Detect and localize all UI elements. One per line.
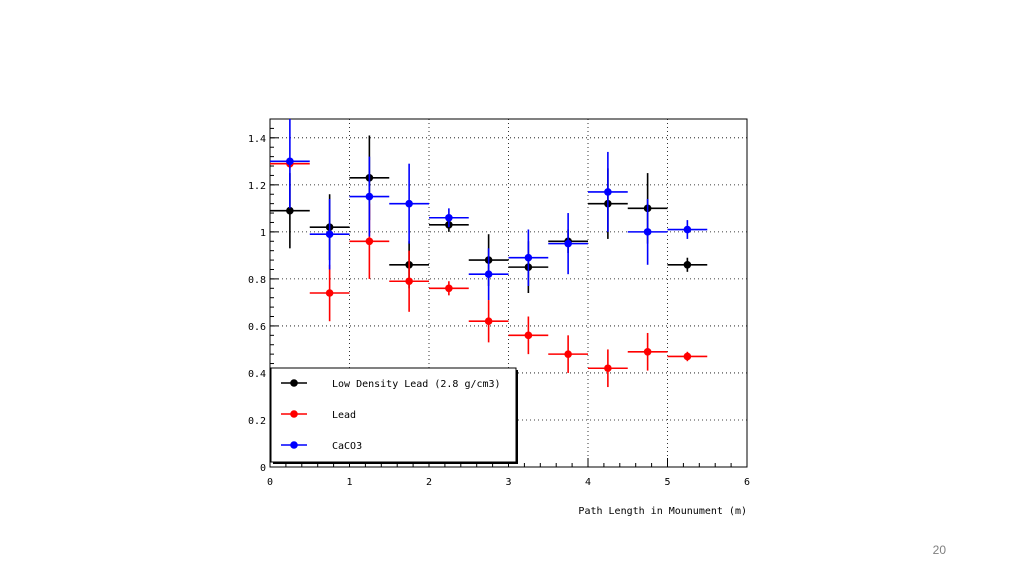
y-tick-label: 0.6	[248, 322, 266, 333]
data-point	[445, 213, 453, 222]
data-point	[405, 199, 413, 208]
y-tick-label: 1.2	[248, 181, 266, 192]
data-point	[564, 239, 572, 248]
legend-label: Low Density Lead (2.8 g/cm3)	[332, 379, 501, 390]
data-point	[325, 230, 334, 239]
x-tick-label: 0	[267, 477, 273, 488]
data-point	[325, 289, 334, 297]
data-point	[604, 364, 612, 373]
legend: Low Density Lead (2.8 g/cm3) Lead CaCO3	[270, 367, 518, 464]
y-tick-label: 1	[260, 228, 266, 239]
x-axis-label: Path Length in Mounument (m)	[578, 506, 747, 517]
data-point	[286, 206, 294, 215]
legend-label: CaCO3	[332, 441, 362, 452]
y-tick-label: 1.4	[248, 134, 266, 145]
data-point	[286, 157, 294, 166]
data-point	[365, 237, 374, 246]
x-tick-label: 4	[585, 477, 591, 488]
legend-box	[270, 367, 517, 463]
legend-marker	[290, 379, 298, 387]
data-point	[365, 192, 374, 201]
data-point	[524, 331, 533, 340]
data-point	[445, 284, 453, 293]
series-1	[270, 158, 708, 388]
data-point	[524, 253, 533, 262]
legend-marker	[290, 410, 298, 418]
y-tick-label: 0	[260, 463, 266, 474]
legend-label: Lead	[332, 410, 356, 421]
data-point	[484, 270, 493, 278]
x-tick-label: 6	[744, 477, 750, 488]
y-tick-label: 0.4	[248, 369, 266, 380]
y-tick-label: 0.2	[248, 416, 266, 427]
x-tick-label: 5	[664, 477, 670, 488]
data-point	[643, 228, 652, 236]
series-layer	[270, 119, 708, 388]
data-point	[604, 188, 612, 196]
data-point	[484, 317, 493, 326]
x-tick-label: 2	[426, 477, 432, 488]
y-tick-label: 0.8	[248, 275, 266, 286]
legend-marker	[290, 441, 298, 449]
x-tick-label: 1	[346, 477, 352, 488]
data-point	[643, 347, 652, 356]
data-point	[405, 277, 413, 286]
x-tick-label: 3	[505, 477, 511, 488]
data-point	[564, 350, 572, 358]
series-2	[270, 119, 708, 301]
page-number: 20	[932, 543, 946, 557]
data-point	[683, 225, 692, 234]
data-point	[683, 260, 692, 269]
data-point	[683, 352, 692, 361]
